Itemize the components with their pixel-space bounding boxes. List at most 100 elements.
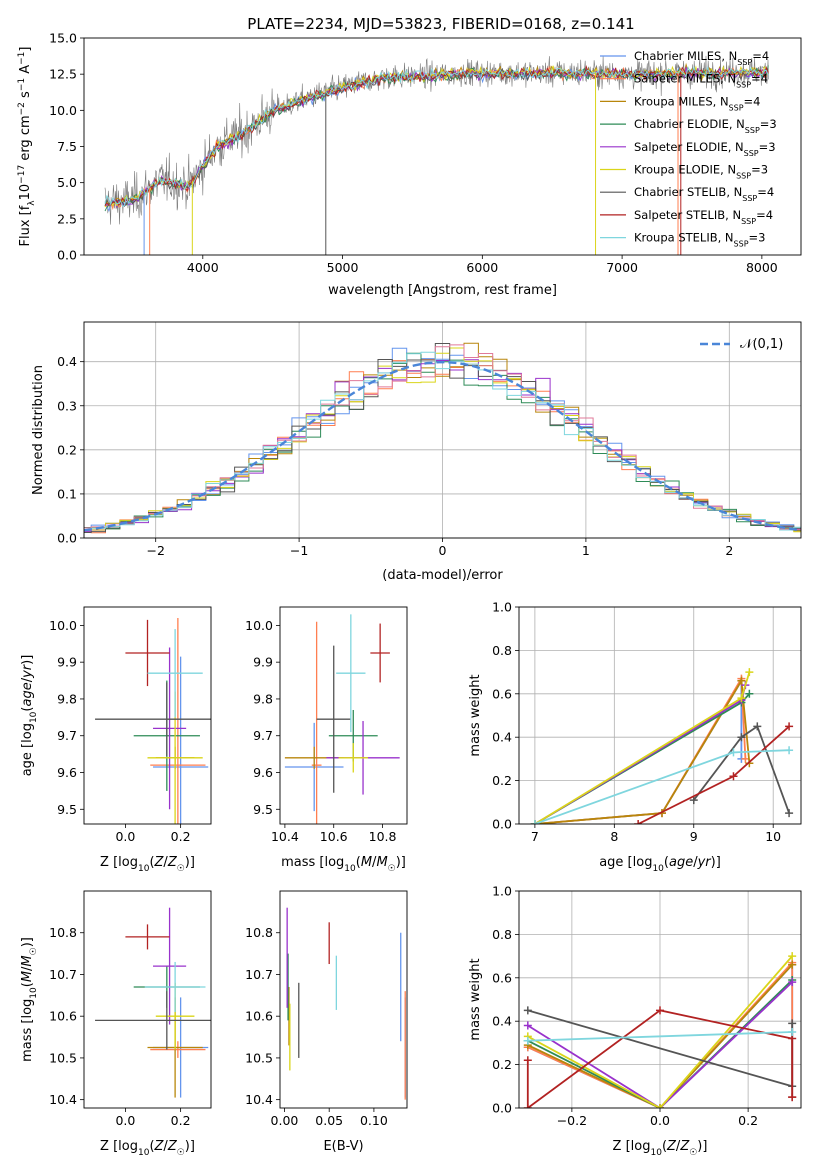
y-tick-label: 0.6	[492, 686, 512, 701]
axes-frame	[83, 606, 212, 825]
y-axis-label-part: )]	[20, 655, 35, 665]
y-axis-label: mass [log10(M/M☉)]	[20, 937, 39, 1062]
legend-subscript: SSP	[736, 80, 751, 89]
y-tick-label: 9.6	[57, 765, 77, 780]
x-axis-label-part: Z	[167, 855, 178, 870]
x-axis-label-part: (	[149, 855, 154, 870]
plot-area-mass_vs_Z	[95, 907, 211, 1098]
x-tick-label: 0.2	[171, 829, 191, 844]
axes-age_vs_Z: 0.0 0.29.59.69.79.89.910.0Z [log10(Z/Z☉)]…	[20, 606, 212, 874]
legend-entry: Chabrier ELODIE, NSSP=3	[634, 117, 777, 135]
y-tick-label: 9.9	[253, 655, 273, 670]
legend-subscript: SSP	[745, 126, 760, 135]
x-tick-label: 6000	[466, 260, 498, 275]
x-tick-label: 0.0	[650, 1113, 670, 1128]
y-tick-label: 0.4	[492, 1014, 512, 1029]
x-axis-label-part: )]	[711, 855, 721, 870]
errorbar-point	[144, 961, 206, 1013]
plot-area-age_vs_mass	[284, 614, 400, 824]
legend-count: =4	[751, 72, 768, 86]
x-axis-label-part: )]	[185, 855, 195, 870]
legend-entry: Salpeter STELIB, NSSP=4	[634, 208, 773, 226]
legend-count: =3	[749, 231, 766, 245]
y-axis-label-part: )]	[20, 937, 35, 947]
errorbar-point	[311, 621, 322, 824]
x-axis-label-part: ☉	[689, 1148, 697, 1158]
y-axis-label-part: −17	[17, 165, 27, 184]
legend-entry: Chabrier MILES, NSSP=4	[634, 49, 769, 67]
y-tick-label: 10.0	[49, 618, 77, 633]
x-tick-label: 10	[765, 829, 781, 844]
errorbar-point	[336, 614, 366, 733]
legend-subscript: SSP	[737, 58, 752, 67]
y-tick-label: 0.3	[57, 398, 77, 413]
mass-weight-marker	[788, 1093, 797, 1102]
x-axis-label-part: 10	[138, 1148, 150, 1158]
x-axis-label-part: 10	[138, 864, 150, 874]
y-tick-label: 9.8	[253, 691, 273, 706]
mass-weight-marker	[737, 694, 746, 703]
y-axis-label-part: −1	[17, 78, 27, 91]
x-tick-label: 0.05	[315, 1113, 343, 1128]
y-tick-label: 9.8	[57, 691, 77, 706]
x-tick-label: 7	[531, 829, 539, 844]
x-axis-label-part: ☉	[388, 864, 396, 874]
x-axis-label: mass [log10(M/M☉)]	[281, 855, 406, 874]
mass-weight-marker	[729, 772, 738, 781]
axes-mass_vs_EBV: 0.00 0.05 0.10 10.4 10.5 10.6 10.7 10.8 E(B-V)	[245, 890, 408, 1154]
y-axis-label-part: A	[18, 65, 33, 78]
y-tick-label: 0.8	[492, 643, 512, 658]
legend-subscript: SSP	[741, 216, 756, 225]
legend-count: =3	[759, 140, 776, 154]
x-tick-label: −1	[290, 543, 308, 558]
y-tick-label: 0.6	[492, 970, 512, 985]
legend-subscript: SSP	[744, 148, 759, 157]
legend-entry: Kroupa STELIB, NSSP=3	[634, 231, 765, 249]
mass-weight-marker	[753, 722, 762, 731]
y-tick-label: 10.6	[245, 1009, 273, 1024]
plot-area-massweight_vs_Z	[523, 952, 797, 1108]
mass-weight-marker	[689, 796, 698, 805]
errorbar-point	[125, 619, 170, 687]
y-axis-label-part: 10	[29, 711, 39, 723]
axes-frame	[518, 890, 802, 1109]
y-tick-label: 10.8	[245, 925, 273, 940]
y-tick-label: 9.5	[253, 802, 273, 817]
errorbar-point	[95, 991, 211, 1050]
y-axis-label-part: mass weight	[468, 674, 483, 756]
plot-area-spectrum	[104, 55, 769, 255]
y-axis-label-part: s	[18, 91, 33, 102]
axes-residuals: −2 −1 0 1 2 0.0 0.1 0.2 0.3 0.4 (data-model)/error…	[31, 321, 802, 583]
legend-entry: Kroupa MILES, NSSP=4	[634, 94, 760, 112]
x-axis-label-part: (	[662, 1139, 667, 1154]
y-axis-label-part: yr	[20, 663, 35, 679]
x-axis-label-part: M	[361, 855, 372, 870]
y-axis-label-part: ☉	[29, 947, 39, 955]
legend-count: =4	[744, 94, 761, 108]
y-axis-label-part: Normed distribution	[31, 365, 46, 495]
x-axis-label-part: 10	[344, 864, 356, 874]
x-axis-label: E(B-V)	[323, 1139, 363, 1154]
y-tick-label: 10.0	[49, 103, 77, 118]
legend-model-name: Salpeter STELIB, N	[634, 208, 741, 222]
legend-model-name: Chabrier STELIB, N	[634, 185, 742, 199]
x-axis-label-part: (	[664, 855, 669, 870]
y-axis-label-part: mass weight	[468, 958, 483, 1040]
x-axis-label-part: (	[356, 855, 361, 870]
x-tick-label: 10.4	[271, 829, 299, 844]
y-tick-label: 1.0	[492, 600, 512, 615]
x-axis-label-part: age	[669, 855, 693, 870]
y-tick-label: 10.5	[245, 1050, 273, 1065]
x-tick-label: 0.2	[738, 1113, 758, 1128]
y-axis-label: Normed distribution	[31, 365, 46, 495]
errorbar-point	[147, 629, 203, 718]
plot-area-mass_vs_EBV	[286, 907, 406, 1100]
mass-weight-marker	[523, 1056, 532, 1065]
x-axis-label-part: mass [log	[281, 855, 344, 870]
y-axis-label-part: /	[20, 677, 35, 682]
y-axis-label-part: 10	[18, 184, 33, 201]
y-tick-label: 0.1	[57, 486, 77, 501]
y-axis-label-part: age	[20, 682, 35, 706]
legend-count: =4	[752, 49, 769, 63]
